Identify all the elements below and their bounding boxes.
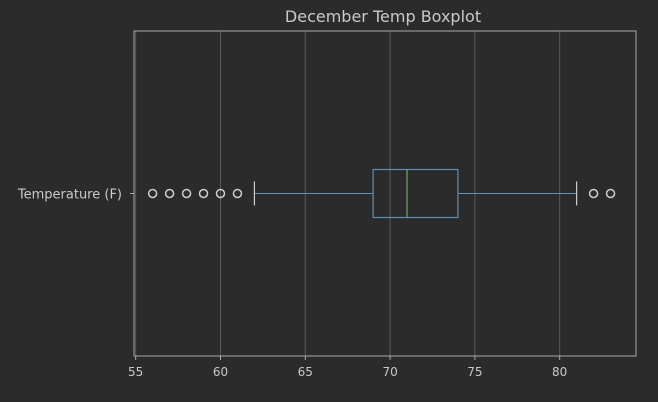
x-tick-label: 75 <box>467 365 482 379</box>
chart-title: December Temp Boxplot <box>285 7 481 26</box>
outlier-point <box>198 188 209 199</box>
outlier-point <box>232 188 243 199</box>
outlier-point <box>147 188 158 199</box>
box-series: Temperature (F) <box>17 168 616 219</box>
box-group: Temperature (F) <box>17 168 616 219</box>
x-tick-label: 70 <box>382 365 397 379</box>
x-axis-ticks: 55 60 65 70 75 80 <box>128 356 567 379</box>
x-tick-label: 60 <box>213 365 228 379</box>
x-tick-label: 55 <box>128 365 143 379</box>
x-tick-label: 80 <box>552 365 567 379</box>
outlier-point <box>588 188 599 199</box>
x-tick-label: 65 <box>298 365 313 379</box>
outlier-point <box>215 188 226 199</box>
iqr-box <box>372 168 459 219</box>
outlier-point <box>164 188 175 199</box>
outlier-point <box>181 188 192 199</box>
y-category-label: Temperature (F) <box>17 188 122 203</box>
outlier-point <box>605 188 616 199</box>
